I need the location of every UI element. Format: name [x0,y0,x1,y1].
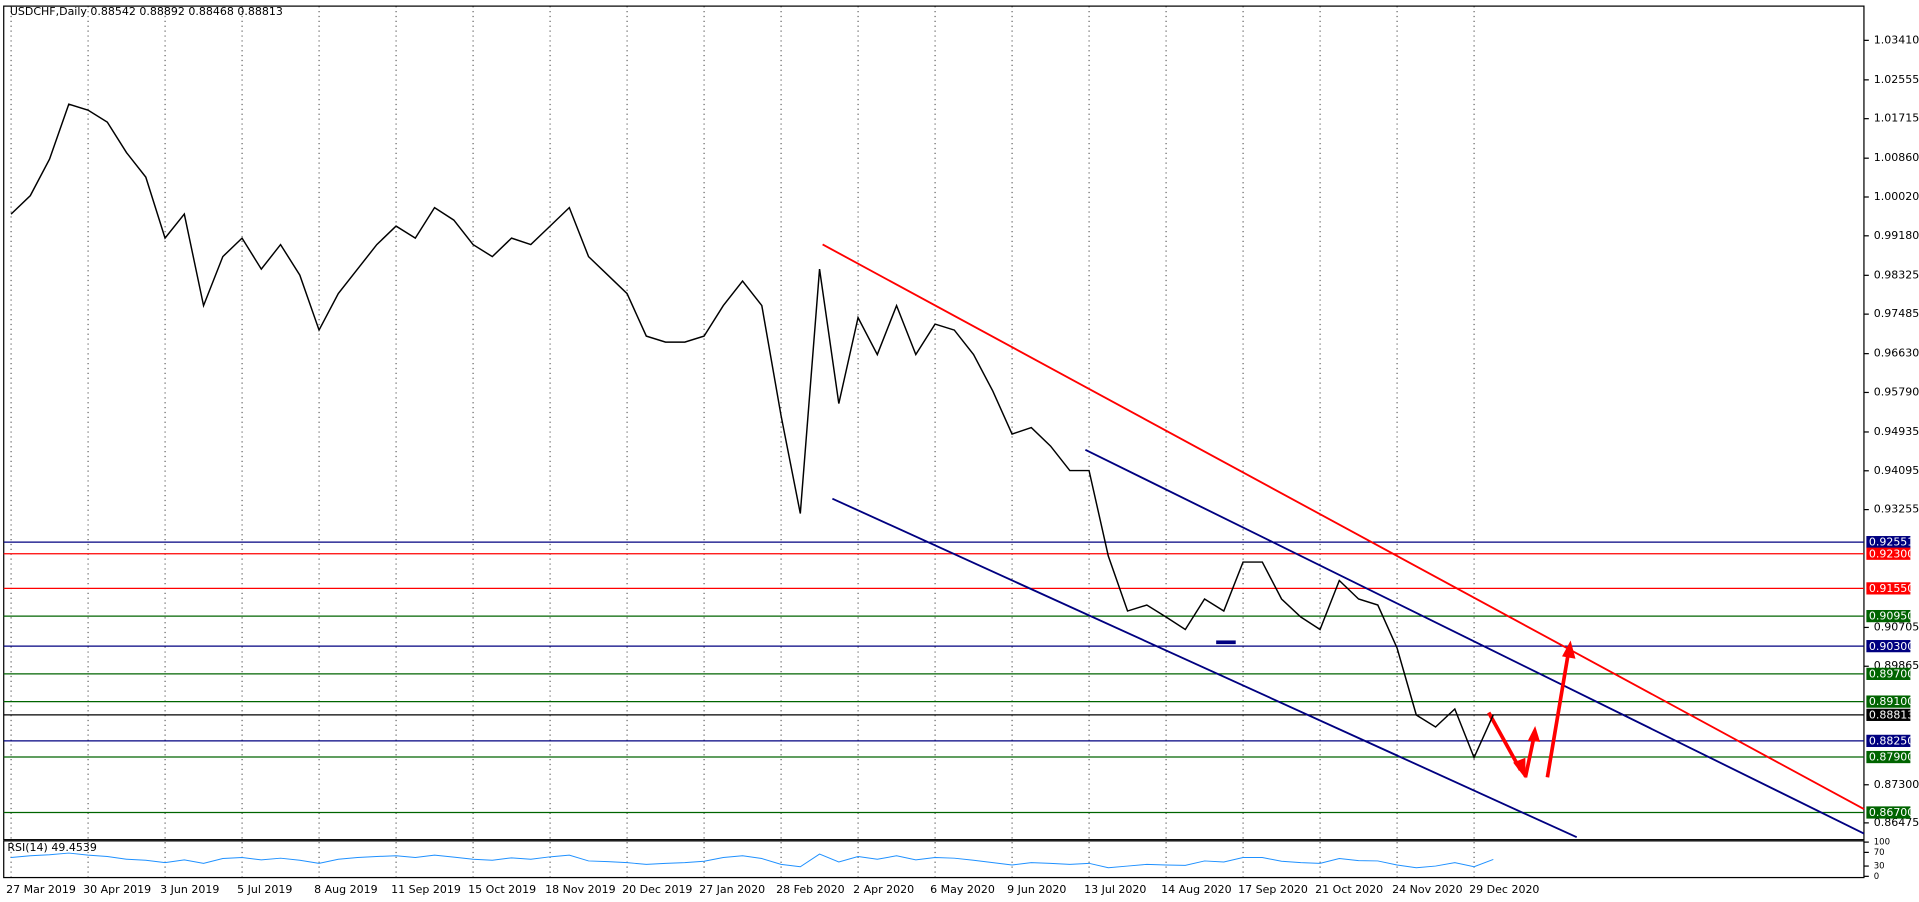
arrow-head [1562,640,1576,659]
arrow-head [1527,726,1541,742]
level-box [1866,582,1911,595]
trend-line [1084,448,1865,835]
arrow [1523,736,1536,778]
arrow [1487,711,1523,771]
y-tick-label: 0.87300 [1874,778,1919,791]
arrow-head [1513,757,1526,779]
level-label: 0.89100 [1869,695,1915,708]
y-tick-label: 0.98325 [1874,268,1919,281]
level-box [1866,708,1911,721]
rsi-tick-label: 30 [1874,862,1885,872]
trend-line [832,497,1578,839]
rsi-tick-label: 100 [1874,838,1890,848]
level-box [1866,547,1911,560]
main-panel [3,5,1865,841]
y-tick-label: 0.90705 [1874,620,1919,633]
x-tick-label: 5 Jul 2019 [237,883,292,896]
y-tick-label: 0.95790 [1874,385,1919,398]
y-tick-label: 0.93255 [1874,503,1919,516]
y-tick-label: 0.96630 [1874,347,1919,360]
rsi-tick-label: 0 [1874,872,1879,882]
trend-line [822,243,1865,810]
y-tick-label: 0.97485 [1874,307,1919,320]
level-label: 0.88813 [1869,708,1915,721]
x-tick-label: 8 Aug 2019 [314,883,377,896]
level-label: 0.91550 [1869,582,1915,595]
x-tick-label: 14 Aug 2020 [1161,883,1231,896]
marker [1216,640,1236,645]
x-tick-label: 6 May 2020 [930,883,995,896]
rsi-label: RSI(14) 49.4539 [7,841,96,854]
level-box [1866,695,1911,708]
x-tick-label: 27 Jan 2020 [699,883,765,896]
y-tick-label: 1.00860 [1874,151,1919,164]
level-label: 0.92551 [1869,536,1915,549]
x-tick-label: 20 Dec 2019 [622,883,692,896]
level-box [1866,734,1911,747]
level-label: 0.87900 [1869,751,1915,764]
x-tick-label: 15 Oct 2019 [468,883,536,896]
level-label: 0.89700 [1869,667,1915,680]
level-label: 0.92300 [1869,547,1915,560]
rsi-line [11,852,1494,869]
y-tick-label: 1.01715 [1874,112,1919,125]
y-tick-label: 0.99180 [1874,229,1919,242]
x-tick-label: 21 Oct 2020 [1315,883,1383,896]
x-tick-label: 2 Apr 2020 [853,883,914,896]
x-tick-label: 11 Sep 2019 [391,883,461,896]
y-tick-label: 1.03410 [1874,33,1919,46]
level-box [1866,750,1911,764]
rsi-tick-label: 70 [1874,848,1885,858]
level-label: 0.86700 [1869,806,1915,819]
price-line [10,103,1494,760]
x-tick-label: 29 Dec 2020 [1469,883,1539,896]
annotations [822,243,1865,839]
x-tick-label: 3 Jun 2019 [160,883,219,896]
x-tick-label: 9 Jun 2020 [1007,883,1066,896]
y-tick-label: 0.94095 [1874,464,1919,477]
x-tick-label: 30 Apr 2019 [83,883,151,896]
rsi-panel [3,840,1865,879]
level-box [1866,536,1911,549]
level-box [1866,640,1911,653]
x-tick-label: 24 Nov 2020 [1392,883,1462,896]
level-label: 0.90950 [1869,610,1915,623]
x-tick-label: 13 Jul 2020 [1084,883,1146,896]
arrow [1545,653,1570,778]
y-tick-label: 0.94935 [1874,425,1919,438]
level-label: 0.90300 [1869,640,1915,653]
x-tick-label: 18 Nov 2019 [545,883,615,896]
arrows [1487,640,1576,779]
x-tick-label: 28 Feb 2020 [776,883,844,896]
x-tick-label: 17 Sep 2020 [1238,883,1308,896]
x-tick-label: 27 Mar 2019 [6,883,76,896]
y-tick-label: 1.00020 [1874,190,1919,203]
chart-title: USDCHF,Daily 0.88542 0.88892 0.88468 0.8… [10,5,283,18]
level-box [1866,667,1911,680]
level-box [1866,609,1911,623]
level-box [1866,806,1911,819]
y-tick-label: 1.02555 [1874,73,1919,86]
level-label: 0.88250 [1869,734,1915,747]
y-tick-label: 0.86475 [1874,816,1919,829]
